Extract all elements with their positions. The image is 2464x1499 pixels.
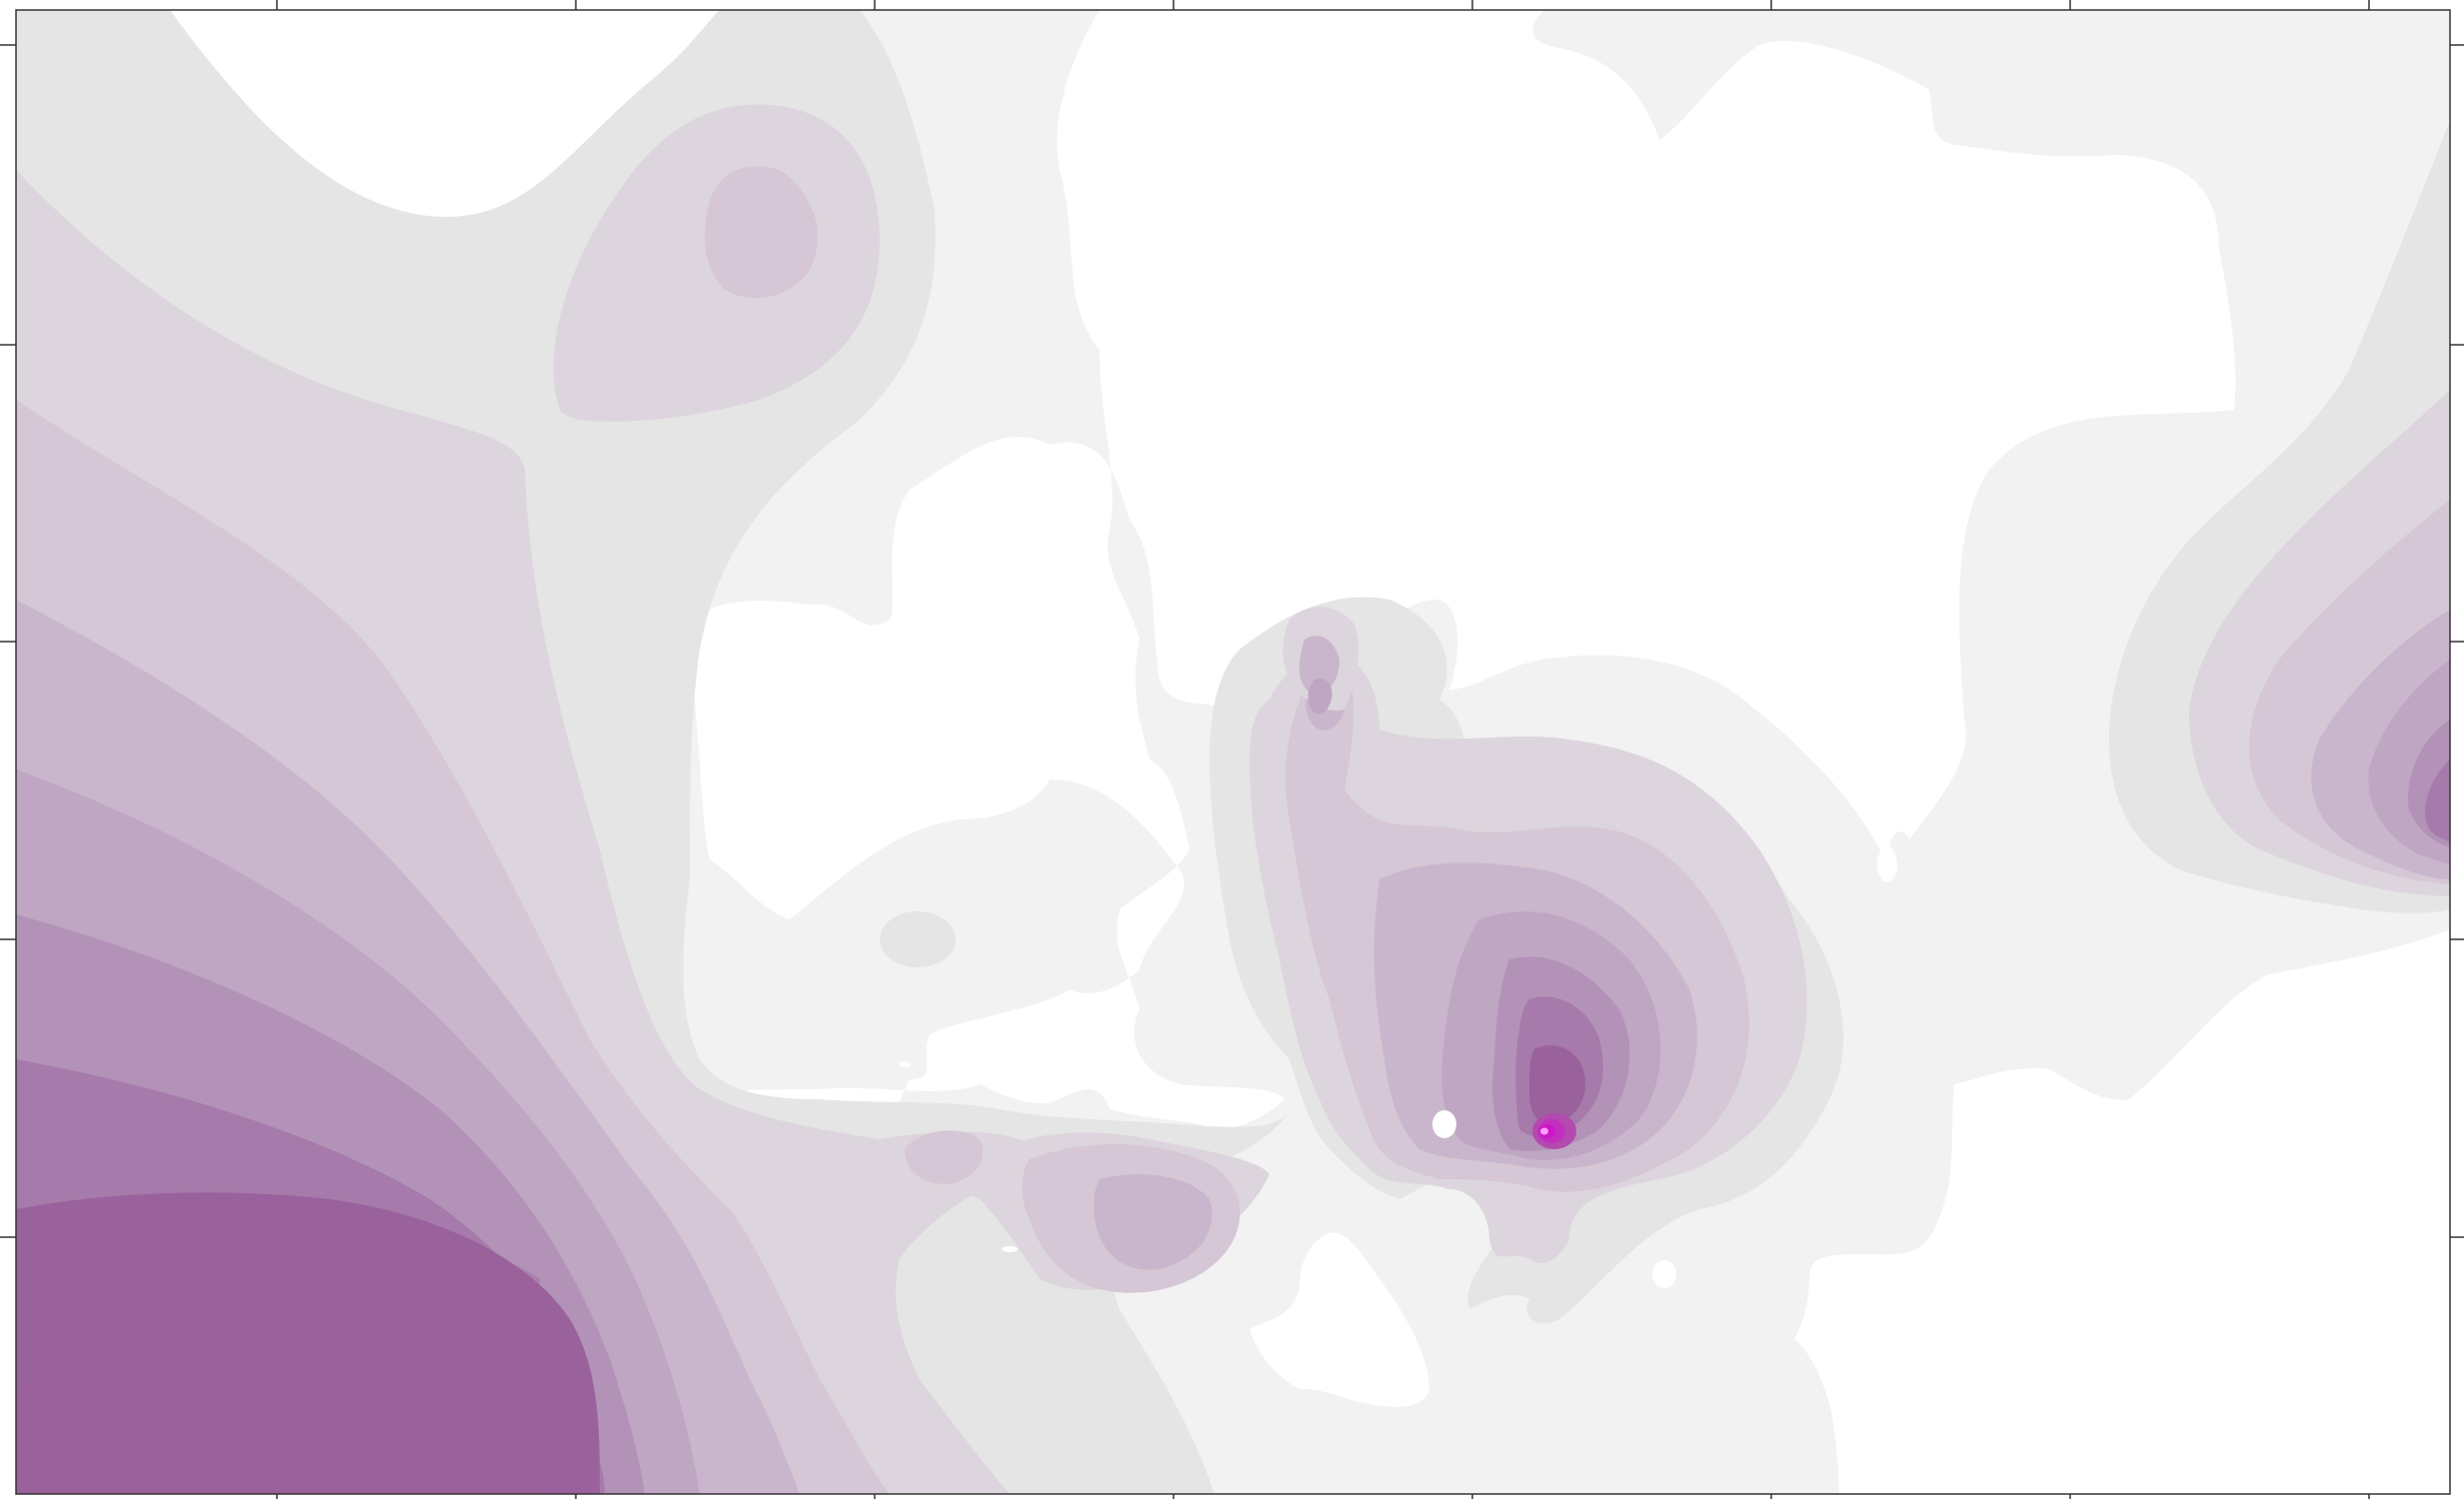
contour-island-white-small — [1432, 1110, 1456, 1138]
contour-band-white-bottom-mid — [1249, 1232, 1429, 1407]
contour-blob-small-left — [880, 911, 956, 967]
contour-band-level-4-north — [705, 166, 819, 299]
contour-island-dot — [1002, 1246, 1018, 1252]
contour-band-level-4-south-a — [905, 1130, 984, 1184]
contour-band-level-10-west — [300, 1298, 582, 1494]
contour-band-level-5-south — [1094, 1174, 1213, 1270]
contour-island-left-inner — [1298, 636, 1339, 695]
contour-band-level-9-core — [1529, 1045, 1585, 1125]
contour-band-white-top-left — [170, 10, 720, 218]
contour-band-level-8-right — [2425, 759, 2450, 841]
contour-island-white-small-3 — [1877, 846, 1897, 882]
contour-island-white-small-2 — [1652, 1260, 1676, 1288]
contour-band-level-10-west-inner — [16, 1245, 540, 1494]
contour-island-left-core — [1307, 678, 1332, 715]
hotspot-center — [1540, 1127, 1548, 1135]
contour-island-dot-2 — [899, 1061, 911, 1067]
contour-band-white-central — [620, 10, 2236, 1263]
map-border — [15, 9, 2451, 1495]
contour-band-white-right — [1794, 929, 2450, 1494]
